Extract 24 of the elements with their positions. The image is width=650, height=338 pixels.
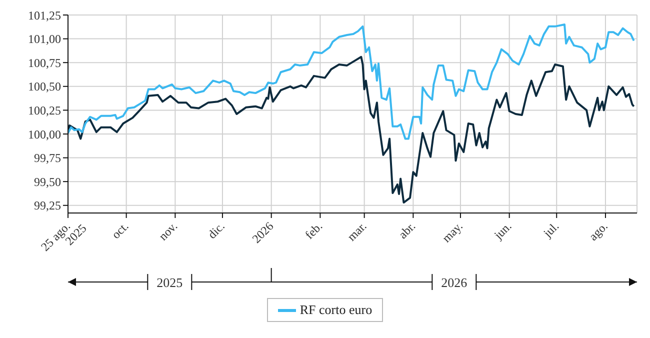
line-series <box>68 24 635 140</box>
y-tick-label: 101,00 <box>28 32 61 46</box>
y-tick-label: 100,75 <box>28 56 61 70</box>
y-tick-label: 99,50 <box>34 174 61 189</box>
x-tick-label: abr. <box>396 219 418 242</box>
y-tick-label: 99,25 <box>34 198 61 213</box>
text: 2026 <box>441 275 468 290</box>
y-tick-label: 100,25 <box>28 103 61 118</box>
x-tick-label: may. <box>439 219 466 246</box>
x-tick-label: jul. <box>540 219 562 241</box>
y-tick-label: 101,25 <box>28 8 61 22</box>
y-tick-label: 100,50 <box>28 80 61 94</box>
x-tick-label: jun. <box>490 219 514 243</box>
y-tick-label: 99,75 <box>34 151 61 166</box>
x-tick-label: dic. <box>205 219 228 242</box>
x-tick-label: nov. <box>156 219 180 244</box>
x-tick-label: oct. <box>108 219 132 242</box>
x-tick-label: ago. <box>586 219 610 244</box>
x-tick-label: feb. <box>302 219 326 242</box>
y-tick-label: 100,00 <box>28 127 61 142</box>
text: 2025 <box>156 275 183 290</box>
legend-label: RF corto euro <box>300 302 372 318</box>
line-series <box>68 56 635 204</box>
x-tick-label: mar. <box>344 219 370 244</box>
